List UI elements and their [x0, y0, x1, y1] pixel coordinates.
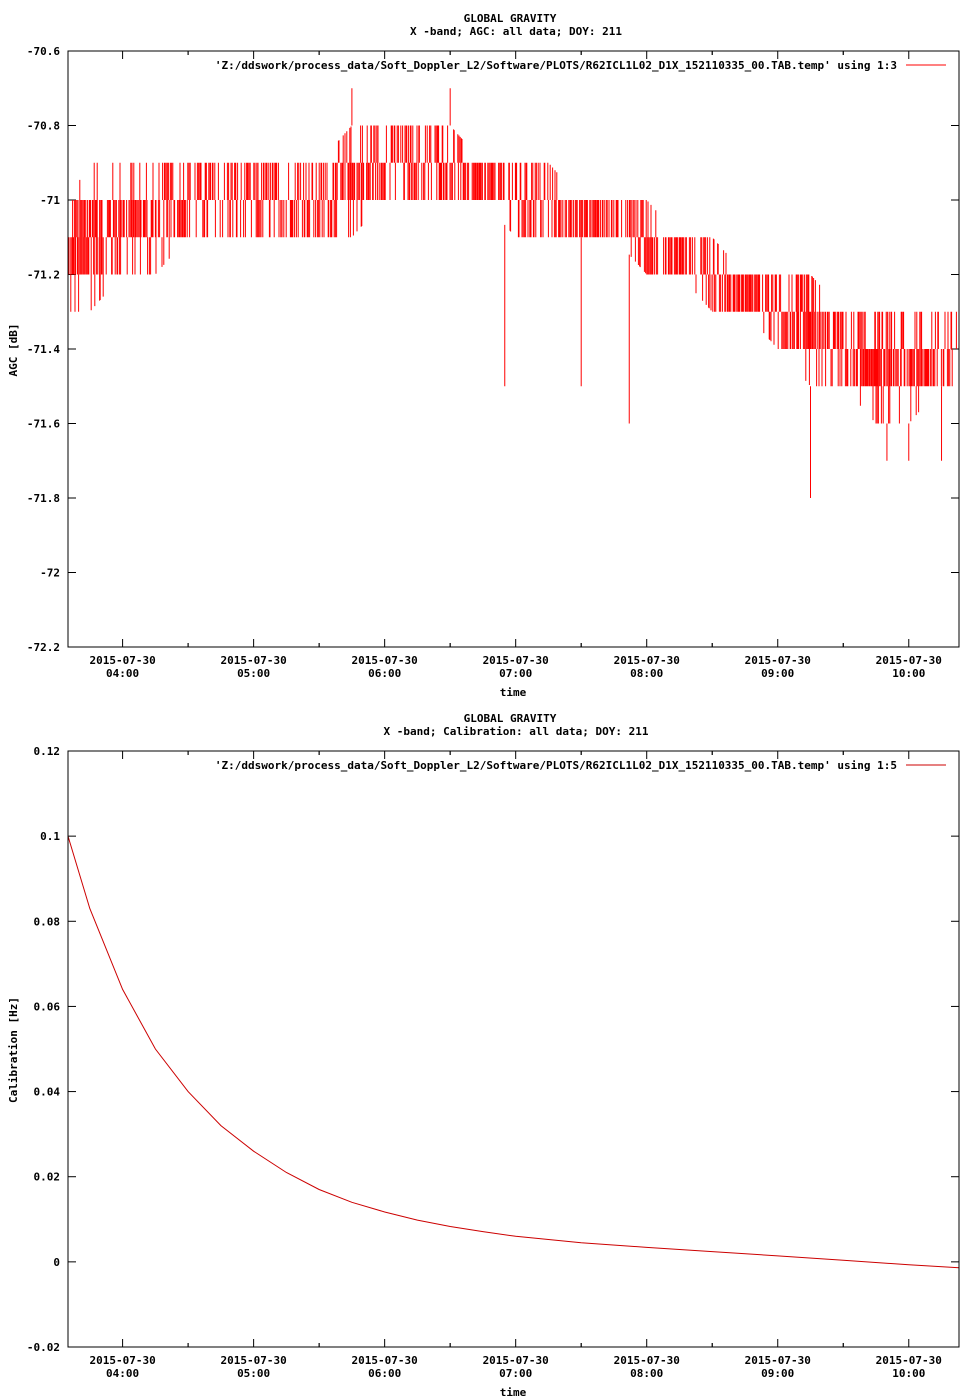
calibration-series	[67, 835, 960, 1269]
y-tick-label: -71.2	[27, 269, 60, 282]
y-tick-label: -71.6	[27, 418, 60, 431]
agc-chart-subtitle: X -band; AGC: all data; DOY: 211	[410, 25, 622, 38]
calibration-series-line	[67, 835, 960, 1269]
x-tick-date-label: 2015-07-30	[876, 654, 942, 667]
x-tick-date-label: 2015-07-30	[89, 654, 155, 667]
x-tick-date-label: 2015-07-30	[483, 654, 549, 667]
y-tick-label: 0.04	[34, 1086, 61, 1099]
calibration-chart: GLOBAL GRAVITY X -band; Calibration: all…	[7, 712, 960, 1399]
x-tick-time-label: 07:00	[499, 1367, 532, 1380]
x-tick-time-label: 04:00	[106, 667, 139, 680]
x-tick-date-label: 2015-07-30	[352, 654, 418, 667]
calibration-chart-subtitle: X -band; Calibration: all data; DOY: 211	[384, 725, 649, 738]
x-tick-time-label: 04:00	[106, 1367, 139, 1380]
agc-plot-frame	[67, 50, 960, 648]
x-tick-time-label: 08:00	[630, 667, 663, 680]
x-tick-time-label: 06:00	[368, 1367, 401, 1380]
y-tick-label: -71	[40, 194, 60, 207]
calibration-legend-label: 'Z:/ddswork/process_data/Soft_Doppler_L2…	[215, 759, 897, 772]
y-tick-label: -72.2	[27, 641, 60, 654]
y-tick-label: 0.1	[40, 830, 60, 843]
y-tick-label: 0.06	[34, 1000, 61, 1013]
x-tick-time-label: 07:00	[499, 667, 532, 680]
x-tick-date-label: 2015-07-30	[221, 1354, 287, 1367]
agc-chart-title: GLOBAL GRAVITY	[464, 12, 557, 25]
x-tick-date-label: 2015-07-30	[221, 654, 287, 667]
calibration-chart-title: GLOBAL GRAVITY	[464, 712, 557, 725]
agc-chart: GLOBAL GRAVITY X -band; AGC: all data; D…	[7, 12, 960, 699]
x-tick-time-label: 09:00	[761, 1367, 794, 1380]
x-tick-date-label: 2015-07-30	[483, 1354, 549, 1367]
y-tick-label: -71.4	[27, 343, 60, 356]
x-tick-time-label: 06:00	[368, 667, 401, 680]
x-tick-date-label: 2015-07-30	[876, 1354, 942, 1367]
agc-series-line	[68, 125, 957, 424]
calibration-plot-frame	[67, 750, 960, 1348]
x-tick-time-label: 10:00	[892, 1367, 925, 1380]
x-tick-time-label: 05:00	[237, 1367, 270, 1380]
y-tick-label: -70.6	[27, 45, 60, 58]
x-tick-date-label: 2015-07-30	[352, 1354, 418, 1367]
x-tick-date-label: 2015-07-30	[89, 1354, 155, 1367]
y-tick-label: -0.02	[27, 1341, 60, 1354]
y-tick-label: -72	[40, 567, 60, 580]
agc-ticks: -70.6 -70.8 -71 -71.2 -71.4 -71.6 -71.8 -72 -72.…	[27, 45, 959, 680]
y-tick-label: 0	[53, 1256, 60, 1269]
x-tick-time-label: 09:00	[761, 667, 794, 680]
calibration-x-axis-label: time	[500, 1386, 527, 1399]
y-tick-label: -70.8	[27, 120, 60, 133]
y-tick-label: 0.12	[34, 745, 61, 758]
x-tick-date-label: 2015-07-30	[745, 1354, 811, 1367]
x-tick-date-label: 2015-07-30	[745, 654, 811, 667]
x-tick-time-label: 10:00	[892, 667, 925, 680]
x-tick-time-label: 08:00	[630, 1367, 663, 1380]
x-tick-date-label: 2015-07-30	[614, 654, 680, 667]
agc-series	[68, 88, 957, 498]
x-tick-time-label: 05:00	[237, 667, 270, 680]
y-tick-label: 0.08	[34, 915, 61, 928]
x-tick-date-label: 2015-07-30	[614, 1354, 680, 1367]
y-tick-label: -71.8	[27, 492, 60, 505]
y-tick-label: 0.02	[34, 1171, 61, 1184]
calibration-y-axis-label: Calibration [Hz]	[7, 997, 20, 1103]
calibration-ticks: 0.120.10.080.060.040.020-0.022015-07-300…	[27, 745, 959, 1380]
agc-y-axis-label: AGC [dB]	[7, 324, 20, 377]
agc-x-axis-label: time	[500, 686, 527, 699]
agc-legend-label: 'Z:/ddswork/process_data/Soft_Doppler_L2…	[215, 59, 897, 72]
